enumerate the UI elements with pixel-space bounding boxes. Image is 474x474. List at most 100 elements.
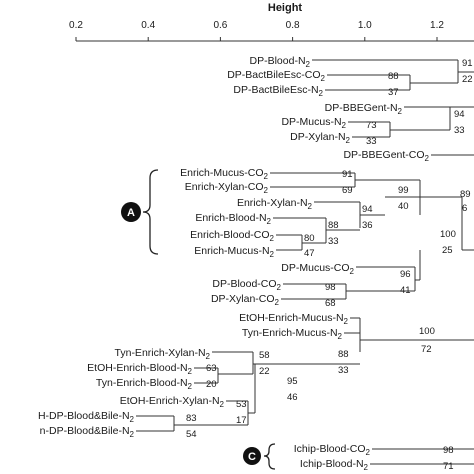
tree-branches: [136, 59, 474, 465]
height-axis: Height 0.2 0.4 0.6 0.8 1.0 1.2: [69, 2, 474, 42]
support-value: 41: [400, 285, 411, 296]
leaf-label: Enrich-Blood-N2: [195, 212, 271, 226]
support-value: 47: [304, 248, 315, 259]
support-value: 33: [338, 365, 349, 376]
support-value: 68: [325, 298, 336, 309]
leaf-label: Enrich-Xylan-CO2: [185, 181, 269, 195]
leaf-labels: DP-Blood-N2 DP-BactBileEsc-CO2 DP-BactBi…: [38, 55, 430, 472]
support-value: 91: [462, 58, 473, 69]
branch: [356, 266, 420, 291]
leaf-label: DP-Blood-N2: [250, 55, 311, 69]
support-value: 96: [400, 269, 411, 280]
leaf-label: EtOH-Enrich-Blood-N2: [87, 362, 192, 376]
leaf-label: DP-BactBileEsc-CO2: [227, 69, 325, 83]
support-value: 72: [421, 344, 432, 355]
leaf-label: n-DP-Blood&Bile-N2: [40, 425, 135, 439]
support-value: 94: [362, 204, 373, 215]
support-value: 73: [366, 120, 377, 131]
support-value: 69: [342, 185, 353, 196]
leaf-label: DP-BBEGent-N2: [325, 102, 403, 116]
leaf-label: Enrich-Mucus-N2: [194, 245, 274, 259]
support-value: 25: [442, 245, 453, 256]
leaf-label: Ichip-Blood-CO2: [294, 443, 371, 457]
support-value: 33: [328, 236, 339, 247]
support-value: 89: [460, 189, 471, 200]
branch: [212, 351, 360, 374]
axis-tick-label: 1.0: [358, 20, 372, 31]
leaf-label: Enrich-Mucus-CO2: [180, 167, 268, 181]
leaf-label: Ichip-Blood-N2: [300, 458, 369, 472]
leaf-label: Tyn-Enrich-Blood-N2: [96, 377, 193, 391]
leaf-label: DP-Mucus-N2: [281, 116, 346, 130]
axis-ticks: 0.2 0.4 0.6 0.8 1.0 1.2: [69, 20, 444, 41]
axis-tick-label: 0.2: [69, 20, 83, 31]
branch: [325, 72, 459, 91]
group-a-marker: A: [121, 169, 159, 255]
support-value: 99: [398, 185, 409, 196]
support-value: 94: [454, 109, 465, 120]
axis-tick-label: 0.8: [286, 20, 300, 31]
group-a-brace: [142, 169, 159, 255]
support-value: 83: [186, 413, 197, 424]
support-value: 46: [287, 392, 298, 403]
support-value: 98: [443, 445, 454, 456]
leaf-label: EtOH-Enrich-Xylan-N2: [120, 395, 225, 409]
support-value: 33: [366, 136, 377, 147]
leaf-label: DP-Blood-CO2: [212, 278, 281, 292]
support-value: 58: [259, 350, 270, 361]
leaf-label: DP-BactBileEsc-N2: [233, 84, 323, 98]
support-value: 36: [362, 220, 373, 231]
support-value: 22: [462, 74, 473, 85]
support-value: 80: [304, 233, 315, 244]
axis-tick-label: 0.4: [141, 20, 155, 31]
leaf-label: DP-BBEGent-CO2: [343, 149, 429, 163]
support-value: 53: [236, 399, 247, 410]
support-value: 88: [328, 220, 339, 231]
branch: [281, 283, 415, 300]
group-a-letter: A: [127, 207, 135, 219]
branch: [270, 172, 420, 188]
support-value: 100: [419, 326, 435, 337]
support-value: 88: [338, 349, 349, 360]
support-values: 91 22 88 37 94 33 73 33 91 69 99 40 94 3…: [186, 58, 473, 472]
support-value: 100: [440, 229, 456, 240]
leaf-label: DP-Xylan-N2: [290, 131, 350, 145]
branch: [276, 234, 326, 251]
support-value: 95: [287, 376, 298, 387]
support-value: 37: [388, 87, 399, 98]
branch: [314, 201, 385, 228]
group-a-badge: [121, 202, 141, 222]
support-value: 6: [462, 203, 467, 214]
branch: [136, 415, 248, 432]
branch: [226, 364, 256, 425]
branch: [344, 317, 474, 352]
support-value: 54: [186, 429, 197, 440]
leaf-label: Tyn-Enrich-Mucus-N2: [242, 327, 343, 341]
group-c-badge: [243, 447, 261, 465]
branch: [348, 107, 451, 138]
leaf-label: Enrich-Blood-CO2: [190, 229, 274, 243]
leaf-label: DP-Mucus-CO2: [281, 262, 354, 276]
group-c-letter: C: [248, 451, 256, 463]
branch: [194, 367, 253, 384]
axis-tick-label: 1.2: [430, 20, 444, 31]
support-value: 91: [342, 169, 353, 180]
leaf-label: H-DP-Blood&Bile-N2: [38, 410, 135, 424]
support-value: 33: [454, 125, 465, 136]
branch: [385, 180, 474, 251]
support-value: 40: [398, 201, 409, 212]
axis-tick-label: 0.6: [213, 20, 227, 31]
support-value: 98: [325, 282, 336, 293]
branch: [312, 59, 474, 73]
branch: [273, 217, 360, 243]
support-value: 20: [206, 379, 217, 390]
leaf-label: EtOH-Enrich-Mucus-N2: [239, 312, 348, 326]
branch: [370, 448, 474, 465]
leaf-label: Enrich-Xylan-N2: [237, 197, 313, 211]
support-value: 17: [236, 415, 247, 426]
group-c-brace: [263, 443, 276, 470]
leaf-label: Tyn-Enrich-Xylan-N2: [115, 347, 211, 361]
support-value: 63: [206, 363, 217, 374]
leaf-label: DP-Xylan-CO2: [211, 293, 280, 307]
